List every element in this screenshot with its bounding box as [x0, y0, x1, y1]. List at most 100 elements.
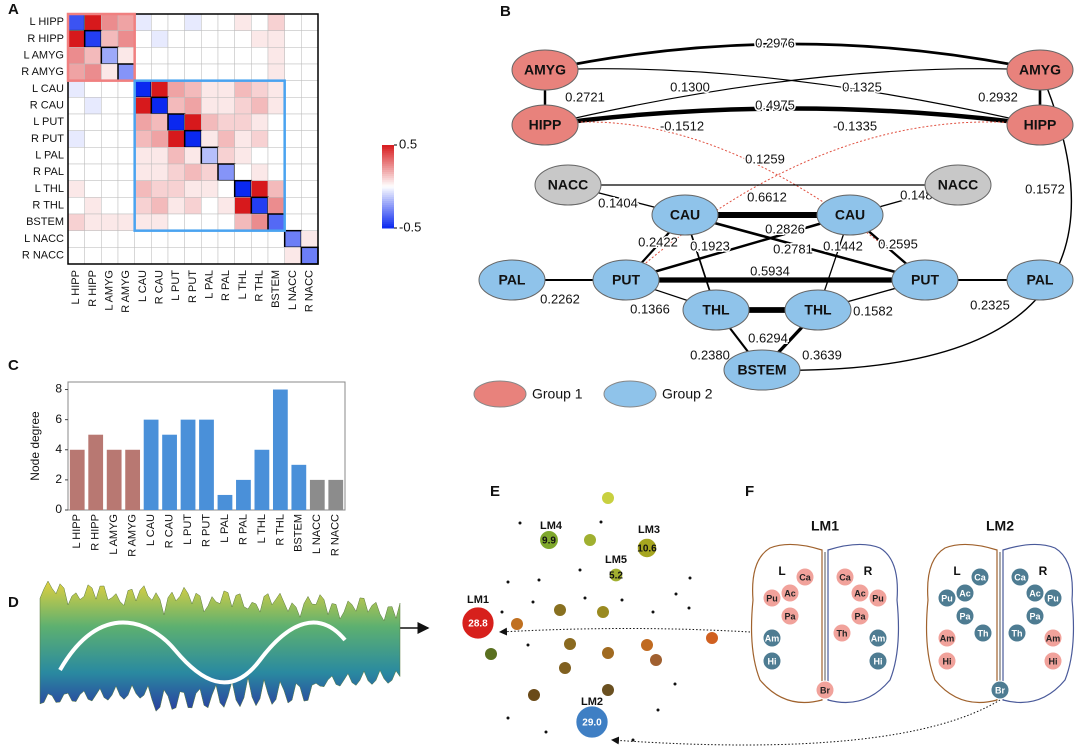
- region-label: Am: [765, 633, 780, 643]
- minimum-value: 29.0: [582, 718, 602, 729]
- row-label: R THL: [32, 200, 64, 212]
- grid-dot: [500, 610, 504, 614]
- matrix-cell: [100, 46, 119, 65]
- colorbar-step: [382, 219, 394, 223]
- matrix-cell: [117, 130, 135, 148]
- matrix-cell: [284, 80, 302, 98]
- matrix-cell: [267, 247, 285, 265]
- y-tick-label: 6: [55, 412, 62, 426]
- state-dot: [597, 606, 609, 618]
- side-label: R: [1039, 564, 1048, 578]
- matrix-cell: [234, 230, 252, 248]
- matrix-cell: [101, 163, 119, 181]
- edge-weight: 0.2976: [755, 35, 795, 50]
- node-label: PUT: [911, 272, 939, 288]
- row-label: L CAU: [32, 83, 64, 95]
- matrix-cell: [151, 213, 169, 231]
- bar: [125, 449, 141, 510]
- edge: [544, 68, 1041, 126]
- minimum-value: 28.8: [468, 619, 488, 630]
- bar: [309, 479, 325, 510]
- node: [924, 164, 992, 206]
- edge-weight: 0.5934: [750, 263, 790, 278]
- colorbar-step: [382, 163, 394, 167]
- matrix-cell: [217, 13, 235, 31]
- state-dot: [564, 638, 576, 650]
- node: [1006, 104, 1074, 146]
- matrix-cell: [301, 80, 319, 98]
- region: [762, 588, 782, 608]
- matrix-cell: [134, 63, 152, 81]
- node: [723, 349, 801, 391]
- region: [973, 623, 993, 643]
- region: [868, 588, 888, 608]
- matrix-cell: [184, 97, 202, 115]
- matrix-cell: [167, 97, 185, 115]
- matrix-cell: [284, 13, 302, 31]
- state-dot: [602, 647, 614, 659]
- matrix-cell: [67, 63, 85, 81]
- matrix-cell: [117, 47, 135, 65]
- region: [1043, 628, 1063, 648]
- row-label: L THL: [35, 183, 64, 195]
- node-label: HIPP: [1024, 117, 1057, 133]
- matrix-cell: [267, 113, 285, 131]
- x-tick-label: R NACC: [330, 514, 342, 556]
- column-label: R NACC: [304, 270, 316, 312]
- matrix-cell: [184, 13, 202, 31]
- matrix-cell: [284, 63, 302, 81]
- matrix-cell: [101, 180, 119, 198]
- colorbar-step: [382, 165, 394, 169]
- colorbar-step: [382, 161, 394, 165]
- matrix-cell: [184, 230, 202, 248]
- matrix-cell: [267, 197, 285, 215]
- colorbar-step: [382, 188, 394, 192]
- matrix-cell: [234, 130, 252, 148]
- region-label: Hi: [768, 656, 777, 666]
- matrix-cell: [151, 130, 169, 148]
- region: [1043, 588, 1063, 608]
- x-tick-label: L PUT: [182, 514, 194, 545]
- matrix-cell: [150, 96, 169, 115]
- region: [850, 606, 870, 626]
- edge-weight: 0.4975: [755, 97, 795, 112]
- matrix-cell: [217, 147, 235, 165]
- x-tick-label: L NACC: [311, 514, 323, 554]
- colorbar-step: [382, 223, 394, 227]
- matrix-cell: [117, 13, 135, 31]
- node-label: HIPP: [529, 117, 562, 133]
- matrix-cell: [67, 147, 85, 165]
- matrix-cell: [267, 180, 285, 198]
- column-label: R AMYG: [120, 270, 132, 313]
- matrix-cell: [167, 197, 185, 215]
- matrix-cell: [151, 147, 169, 165]
- node: [682, 289, 750, 331]
- colorbar-step: [382, 182, 394, 185]
- matrix-cell: [267, 213, 286, 232]
- node-label: PAL: [1027, 272, 1054, 288]
- edge: [544, 68, 1041, 126]
- matrix-cell: [117, 113, 135, 131]
- matrix-cell: [167, 13, 185, 31]
- matrix-cell: [101, 147, 119, 165]
- matrix-cell: [101, 13, 119, 31]
- x-tick-label: R PUT: [200, 514, 212, 547]
- matrix-cell: [267, 63, 285, 81]
- region-label: Pu: [1047, 593, 1059, 603]
- x-tick-label: L HIPP: [71, 514, 83, 548]
- row-label: R HIPP: [27, 33, 64, 45]
- column-label: BSTEM: [270, 270, 282, 308]
- region-label: Pu: [766, 593, 778, 603]
- region-label: Ac: [959, 588, 971, 598]
- x-tick-label: L PAL: [219, 514, 231, 543]
- matrix-cell: [151, 80, 169, 98]
- edge-weight: 0.2380: [690, 347, 730, 362]
- matrix-cell: [151, 163, 169, 181]
- matrix-cell: [167, 47, 185, 65]
- colorbar-step: [382, 190, 394, 194]
- colorbar-step: [382, 149, 394, 152]
- matrix-cell: [250, 196, 269, 215]
- colorbar-step: [382, 155, 394, 158]
- colorbar-step: [382, 198, 394, 202]
- column-label: L PAL: [204, 270, 216, 299]
